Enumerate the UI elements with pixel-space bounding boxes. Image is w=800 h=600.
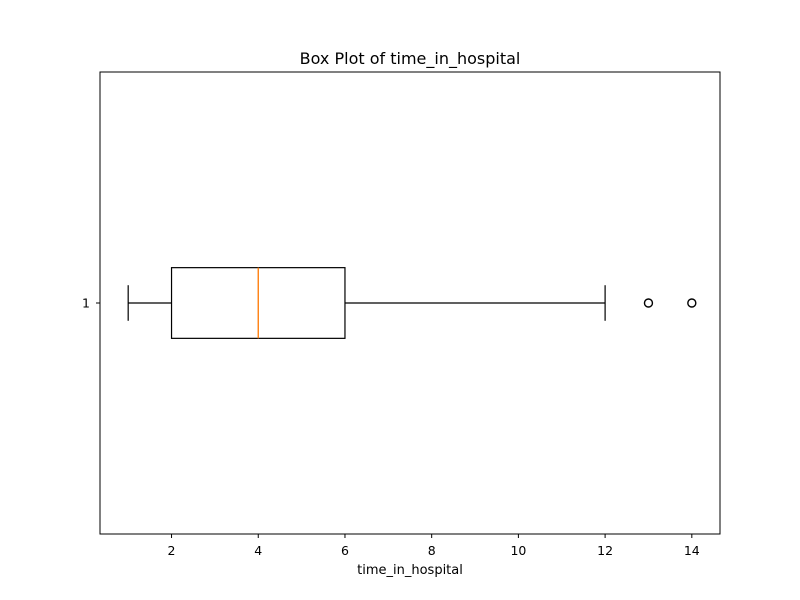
x-tick-label: 8 [428,543,436,558]
x-tick-label: 10 [510,543,526,558]
outlier-point [688,299,696,307]
x-tick-label: 6 [341,543,349,558]
y-axis-ticks: 1 [82,296,100,311]
x-tick-label: 4 [254,543,262,558]
x-axis-label: time_in_hospital [357,563,463,578]
x-tick-label: 14 [684,543,700,558]
x-tick-label: 2 [168,543,176,558]
y-tick-label: 1 [82,296,90,311]
chart-title: Box Plot of time_in_hospital [300,49,521,69]
box-plot-series [128,268,696,339]
x-axis-ticks: 2 4 6 8 10 12 14 [168,534,700,558]
outlier-point [644,299,652,307]
x-tick-label: 12 [597,543,613,558]
